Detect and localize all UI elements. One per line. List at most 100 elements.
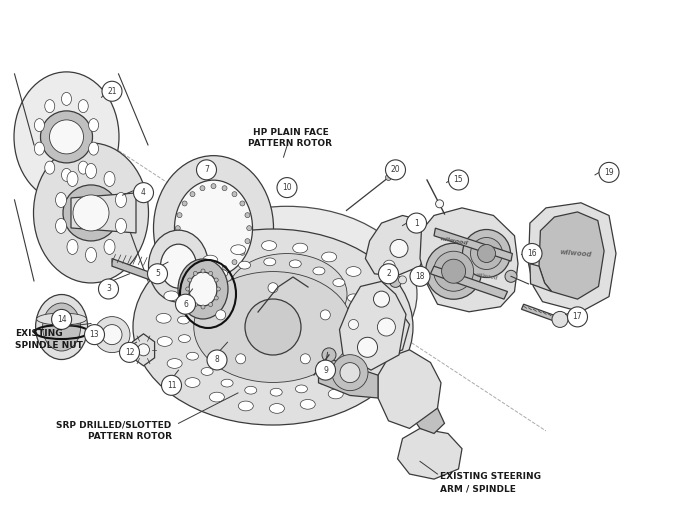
Circle shape xyxy=(211,268,216,273)
Circle shape xyxy=(240,201,245,206)
Circle shape xyxy=(232,192,237,197)
Text: 11: 11 xyxy=(167,381,176,390)
Polygon shape xyxy=(398,428,462,479)
Circle shape xyxy=(552,311,568,328)
Text: 1: 1 xyxy=(414,219,419,228)
Polygon shape xyxy=(132,334,155,366)
Text: 17: 17 xyxy=(573,312,582,321)
Ellipse shape xyxy=(55,193,66,207)
Ellipse shape xyxy=(239,261,251,269)
Ellipse shape xyxy=(351,373,366,383)
Ellipse shape xyxy=(364,285,379,296)
Ellipse shape xyxy=(85,247,97,263)
Circle shape xyxy=(505,270,517,282)
Text: 4: 4 xyxy=(141,188,146,197)
Circle shape xyxy=(102,324,122,345)
Circle shape xyxy=(177,212,182,218)
Ellipse shape xyxy=(89,142,99,155)
Ellipse shape xyxy=(85,163,97,178)
Text: 10: 10 xyxy=(282,183,292,192)
Ellipse shape xyxy=(55,219,66,233)
Text: 5: 5 xyxy=(155,269,160,278)
Circle shape xyxy=(358,337,377,357)
Circle shape xyxy=(245,212,250,218)
Ellipse shape xyxy=(34,143,148,283)
Circle shape xyxy=(63,185,119,241)
Text: wilwood: wilwood xyxy=(475,272,498,281)
Circle shape xyxy=(332,354,368,391)
Circle shape xyxy=(236,354,246,364)
Text: 7: 7 xyxy=(204,165,209,174)
Polygon shape xyxy=(530,264,552,292)
Circle shape xyxy=(222,266,227,271)
Ellipse shape xyxy=(197,282,209,290)
Text: 9: 9 xyxy=(323,366,328,375)
Circle shape xyxy=(193,271,197,275)
Circle shape xyxy=(85,324,104,345)
Polygon shape xyxy=(420,208,518,312)
Circle shape xyxy=(216,287,221,291)
Ellipse shape xyxy=(160,244,197,288)
Text: 6: 6 xyxy=(183,300,188,309)
Circle shape xyxy=(321,310,330,320)
Circle shape xyxy=(193,303,197,307)
Ellipse shape xyxy=(43,303,80,351)
Ellipse shape xyxy=(45,100,55,113)
Circle shape xyxy=(240,250,245,256)
Text: wilwood: wilwood xyxy=(439,236,468,246)
Ellipse shape xyxy=(270,388,282,396)
Circle shape xyxy=(148,264,167,284)
Circle shape xyxy=(442,259,466,283)
Circle shape xyxy=(477,244,496,263)
Ellipse shape xyxy=(167,358,182,369)
Circle shape xyxy=(386,174,391,180)
Circle shape xyxy=(207,350,227,370)
Circle shape xyxy=(209,303,213,307)
Circle shape xyxy=(182,201,187,206)
Polygon shape xyxy=(410,406,444,433)
Ellipse shape xyxy=(375,331,390,341)
Circle shape xyxy=(300,354,310,364)
Ellipse shape xyxy=(221,379,233,387)
Text: 19: 19 xyxy=(604,168,614,177)
Ellipse shape xyxy=(231,245,246,255)
Ellipse shape xyxy=(318,377,330,384)
Ellipse shape xyxy=(300,400,315,409)
Ellipse shape xyxy=(293,243,308,253)
Ellipse shape xyxy=(185,378,200,387)
Text: 2: 2 xyxy=(386,269,391,278)
Ellipse shape xyxy=(104,171,115,187)
Polygon shape xyxy=(430,266,508,299)
Circle shape xyxy=(379,264,398,284)
Ellipse shape xyxy=(164,291,179,301)
Circle shape xyxy=(322,348,336,362)
Circle shape xyxy=(470,237,503,270)
Polygon shape xyxy=(318,360,378,398)
Ellipse shape xyxy=(262,241,276,250)
Polygon shape xyxy=(434,228,512,261)
Ellipse shape xyxy=(78,100,88,113)
Ellipse shape xyxy=(34,119,44,132)
Ellipse shape xyxy=(203,255,218,265)
Circle shape xyxy=(94,316,130,353)
Ellipse shape xyxy=(148,230,209,302)
Circle shape xyxy=(182,250,187,256)
Polygon shape xyxy=(539,212,604,299)
Circle shape xyxy=(390,239,408,258)
Text: SRP DRILLED/SLOTTED
PATTERN ROTOR: SRP DRILLED/SLOTTED PATTERN ROTOR xyxy=(56,420,172,442)
Text: EXISTING STEERING
ARM / SPINDLE: EXISTING STEERING ARM / SPINDLE xyxy=(440,472,540,493)
Circle shape xyxy=(200,186,205,191)
Text: 13: 13 xyxy=(90,330,99,339)
Circle shape xyxy=(599,162,619,183)
Circle shape xyxy=(316,360,335,380)
Circle shape xyxy=(120,342,139,363)
Ellipse shape xyxy=(178,316,190,324)
Ellipse shape xyxy=(367,353,382,363)
Ellipse shape xyxy=(289,260,301,268)
Ellipse shape xyxy=(201,277,345,377)
Circle shape xyxy=(389,275,402,287)
Circle shape xyxy=(190,192,195,197)
Ellipse shape xyxy=(153,156,274,301)
Ellipse shape xyxy=(227,254,347,335)
Text: 14: 14 xyxy=(57,315,66,324)
